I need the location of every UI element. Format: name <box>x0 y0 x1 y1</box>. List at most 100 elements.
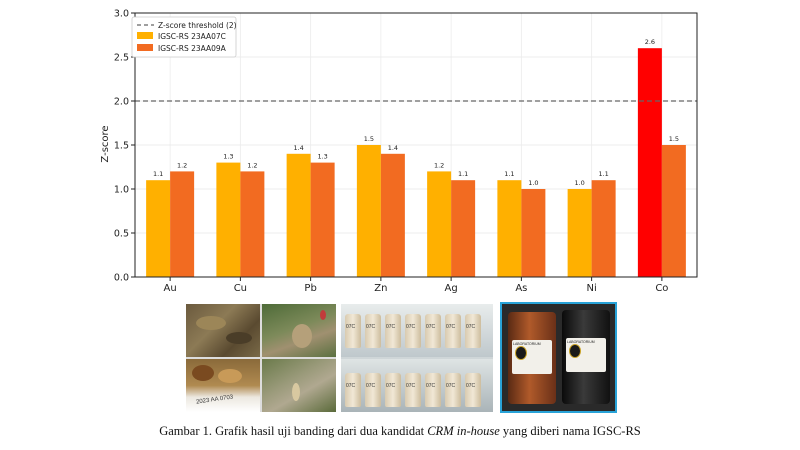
bar-cu-series1 <box>216 162 241 277</box>
sample-jar-label: 07C <box>426 324 436 330</box>
bar-value-label: 1.4 <box>293 144 303 152</box>
sample-jar: 07C <box>445 314 461 348</box>
bar-au-series1 <box>146 180 171 277</box>
x-tick-label: Zn <box>374 283 387 294</box>
bar-value-label: 1.2 <box>434 161 444 169</box>
bars <box>146 48 686 278</box>
bar-co-series2 <box>661 145 686 277</box>
caption-prefix: Gambar 1. Grafik hasil uji banding dari … <box>159 424 428 438</box>
bar-value-label: 1.0 <box>528 179 538 187</box>
bar-value-label: 1.5 <box>669 135 679 143</box>
bar-value-label: 1.1 <box>504 170 514 178</box>
sample-jar: 07C <box>465 314 481 348</box>
sample-jar: 07C <box>405 373 421 407</box>
bar-pb-series2 <box>310 162 335 277</box>
sample-jar-label: 07C <box>406 324 416 330</box>
sample-jar-label: 07C <box>346 324 356 330</box>
caption-emphasis: CRM in-house <box>427 424 500 438</box>
sample-jar: 07C <box>445 373 461 407</box>
bar-value-label: 1.1 <box>153 170 163 178</box>
sample-jar: 07C <box>385 373 401 407</box>
bar-value-label: 1.3 <box>317 153 327 161</box>
sample-jar-label: 07C <box>466 383 476 389</box>
legend: Z-score threshold (2) IGSC-RS 23AA07C IG… <box>131 16 237 58</box>
bar-as-series2 <box>521 189 546 277</box>
canister-bronze: LABORATORIUM <box>508 312 556 404</box>
sample-jar-label: 07C <box>446 324 456 330</box>
field-photo-outcrop <box>186 304 260 357</box>
sample-jar-label: 07C <box>366 324 376 330</box>
bar-cu-series2 <box>240 171 265 277</box>
bar-chart: 0.0 0.5 1.0 1.5 2.0 2.5 3.0 1.1 1.2 1.3 1.2 1.4 1.3… <box>100 9 698 294</box>
bar-zn-series2 <box>380 153 405 277</box>
bar-ni-series1 <box>567 189 592 277</box>
legend-series1-label: IGSC-RS 23AA07C <box>158 32 226 41</box>
x-tick-label: Ag <box>445 283 458 294</box>
bar-value-label: 1.2 <box>247 161 257 169</box>
bar-ag-series2 <box>451 180 476 277</box>
sample-jar: 07C <box>405 314 421 348</box>
figure-caption: Gambar 1. Grafik hasil uji banding dari … <box>0 424 800 439</box>
x-tick-label: As <box>515 283 527 294</box>
legend-series2-swatch <box>137 44 153 51</box>
sample-jar-label: 07C <box>406 383 416 389</box>
sample-jar-label: 07C <box>386 324 396 330</box>
bar-value-label: 1.4 <box>388 144 398 152</box>
y-tick-label: 1.5 <box>114 141 129 152</box>
bar-zn-series1 <box>356 145 381 277</box>
field-photo-hillside <box>262 359 336 412</box>
sample-jar: 07C <box>345 373 361 407</box>
jar-shelf-bottom: 07C 07C 07C 07C 07C 07C 07C <box>341 359 493 412</box>
caption-suffix: yang diberi nama IGSC-RS <box>499 424 641 438</box>
x-tick-label: Cu <box>234 283 247 294</box>
bar-value-label: 2.6 <box>645 38 655 46</box>
bar-value-label: 1.5 <box>364 135 374 143</box>
sample-jar-label: 07C <box>346 383 356 389</box>
sample-jar-label: 07C <box>446 383 456 389</box>
jar-shelf-top: 07C 07C 07C 07C 07C 07C 07C <box>341 304 493 357</box>
canister-black: LABORATORIUM <box>562 310 610 404</box>
y-tick-label: 2.0 <box>114 97 129 108</box>
sample-jar: 07C <box>425 314 441 348</box>
bar-pb-series1 <box>286 153 311 277</box>
bar-value-label: 1.1 <box>598 170 608 178</box>
x-tick-label: Co <box>655 283 668 294</box>
sample-jar-label: 07C <box>366 383 376 389</box>
bar-value-label: 1.3 <box>223 153 233 161</box>
field-photos-panel: 2023 AA 0703 <box>186 304 336 412</box>
x-axis-ticks: Au Cu Pb Zn Ag As Ni Co <box>164 277 668 294</box>
bar-ag-series1 <box>427 171 452 277</box>
sample-jar: 07C <box>365 314 381 348</box>
bar-au-series2 <box>170 171 195 277</box>
sample-jar-label: 07C <box>466 324 476 330</box>
bar-as-series1 <box>497 180 522 277</box>
x-tick-label: Au <box>164 283 177 294</box>
legend-threshold-label: Z-score threshold (2) <box>158 21 237 30</box>
plot-frame <box>134 12 698 278</box>
field-photo-stream <box>262 304 336 357</box>
y-tick-label: 1.0 <box>114 185 129 196</box>
bar-co-series1 <box>637 48 662 278</box>
y-tick-label: 0.5 <box>114 229 129 240</box>
x-tick-label: Ni <box>586 283 596 294</box>
sample-jar: 07C <box>385 314 401 348</box>
bar-value-label: 1.0 <box>574 179 584 187</box>
sample-jars-panel: 07C 07C 07C 07C 07C 07C 07C 07C 07C 07C 07C 07C 07C… <box>341 304 493 412</box>
bar-value-labels: 1.1 1.2 1.3 1.2 1.4 1.3 1.5 1.4 1.2 1.1 1.1 1.0 1.0 1… <box>153 38 679 187</box>
sample-bag-label: 2023 AA 0703 <box>195 394 234 406</box>
sample-jar: 07C <box>345 314 361 348</box>
crm-canisters-panel: LABORATORIUM LABORATORIUM <box>500 302 617 413</box>
sample-jar: 07C <box>365 373 381 407</box>
sample-jar-label: 07C <box>386 383 396 389</box>
legend-box <box>131 16 237 58</box>
x-tick-label: Pb <box>304 283 316 294</box>
bar-value-label: 1.1 <box>458 170 468 178</box>
sample-jar-label: 07C <box>426 383 436 389</box>
bar-value-label: 1.2 <box>177 161 187 169</box>
sample-jar: 07C <box>465 373 481 407</box>
legend-series1-swatch <box>137 32 153 39</box>
canister-right-label: LABORATORIUM <box>567 340 595 344</box>
canister-left-label: LABORATORIUM <box>513 342 541 346</box>
y-tick-label: 2.5 <box>114 53 129 64</box>
y-axis-ticks: 0.0 0.5 1.0 1.5 2.0 2.5 3.0 <box>114 9 135 284</box>
